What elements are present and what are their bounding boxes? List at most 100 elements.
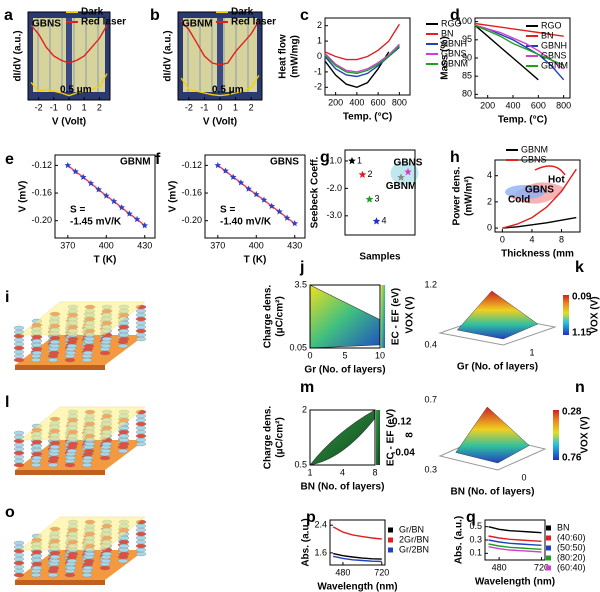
star-marker <box>118 204 125 211</box>
pillar-layer <box>67 441 79 447</box>
pillar-layer <box>135 421 147 427</box>
series-line <box>474 24 564 66</box>
pillar-layer <box>117 558 129 564</box>
pillar-layer <box>135 328 147 334</box>
x-tick-label: 370 <box>210 240 225 250</box>
y-axis-label: Power dens. <box>452 166 463 225</box>
point-label: 4 <box>382 216 387 226</box>
y-axis-label: (mW/mg) <box>290 35 301 78</box>
star-marker <box>283 214 291 221</box>
y-tick-label: 1 <box>317 35 322 45</box>
legend-swatch <box>546 555 551 561</box>
pillar-layer <box>31 549 43 555</box>
x-axis-label: V (Volt) <box>52 117 86 128</box>
y-axis-label: V (mV) <box>168 181 179 213</box>
panel-letter: h <box>450 149 460 166</box>
x-axis-label: T (K) <box>94 255 117 266</box>
x-tick-label: 430 <box>137 240 152 250</box>
pillar-layer <box>135 539 147 545</box>
pillar-layer <box>100 558 112 564</box>
star-marker <box>103 192 110 199</box>
pillar-layer <box>82 565 94 571</box>
x-tick-label: 480 <box>492 562 507 572</box>
pillar-layer <box>13 430 25 436</box>
legend-label: Dark <box>231 7 254 18</box>
pillar-layer <box>81 357 93 363</box>
x-tick-label: 1 <box>82 102 87 112</box>
x-tick-label: 8 <box>559 234 564 244</box>
y-axis-label: dI/dV (a.u.) <box>163 30 174 81</box>
x-axis-label: Wavelength (nm) <box>317 582 397 592</box>
colorbar-tick-label: 0.12 <box>392 417 412 428</box>
legend-swatch <box>388 537 393 543</box>
pillar-layer <box>13 462 25 468</box>
pillar-layer <box>83 558 95 564</box>
pillar-layer <box>99 565 111 571</box>
y-axis-label: (μC/cm²) <box>275 296 286 337</box>
y-tick-label: 3.5 <box>294 279 307 289</box>
pillar-layer <box>30 462 42 468</box>
series-line <box>474 24 539 81</box>
panel-letter: a <box>4 7 13 24</box>
legend-label: (60:40) <box>557 562 586 572</box>
colorbar <box>381 285 385 348</box>
annotation: S = <box>70 205 85 216</box>
panel-letter: p <box>306 509 316 526</box>
series-line <box>488 539 542 546</box>
plot-frame <box>329 519 386 566</box>
pillar-layer <box>31 334 43 340</box>
y-tick-label: 0.3 <box>424 464 437 474</box>
pillar-layer <box>49 550 61 556</box>
pillar-layer <box>30 357 42 363</box>
pillar-layer <box>135 551 147 557</box>
pillar-layer <box>135 324 147 330</box>
star-marker <box>404 167 412 176</box>
point-label: GBNS <box>394 158 423 169</box>
y-axis-label: Abs. (a.u.) <box>454 516 465 564</box>
surface <box>456 290 539 340</box>
panel-letter: k <box>575 259 584 276</box>
pillar-layer <box>49 339 61 345</box>
pillar-layer <box>84 441 96 447</box>
legend-label: BN <box>441 28 454 38</box>
y-tick-label: 2 <box>487 196 492 206</box>
legend-swatch <box>546 545 551 551</box>
series-line <box>180 20 260 66</box>
star-marker <box>214 161 222 169</box>
y-axis-label: dI/dV (a.u.) <box>13 30 24 81</box>
pillar-layer <box>65 350 77 356</box>
pillar-layer <box>118 551 130 557</box>
star-marker <box>72 168 79 175</box>
inset-arrow <box>534 165 566 176</box>
legend-label: Red laser <box>81 17 126 28</box>
pillar-layer <box>118 543 130 549</box>
pillar-layer <box>84 551 96 557</box>
star-marker <box>365 195 374 203</box>
y-axis-label: Charge dens. <box>263 406 274 470</box>
pillar-layer <box>81 572 93 578</box>
y-tick-label: 0 <box>487 222 492 232</box>
pillar-layer <box>135 308 147 314</box>
y-tick-label: 0.7 <box>424 394 437 404</box>
series-line <box>30 73 108 97</box>
pillar-layer <box>49 448 61 454</box>
pillar-layer <box>117 448 129 454</box>
colorbar-tick-label: 0.09 <box>572 292 592 303</box>
pillar-layer <box>100 448 112 454</box>
x-tick-label: 0 <box>500 234 505 244</box>
y-tick-label: 0.5 <box>469 521 482 531</box>
pillar-layer <box>66 448 78 454</box>
pillar-layer <box>49 343 61 349</box>
plot-frame <box>309 409 376 466</box>
pillar-layer <box>135 547 147 553</box>
pillar-layer <box>101 551 113 557</box>
pillar-layer <box>135 312 147 318</box>
pillar-layer <box>66 343 78 349</box>
pillar-layer <box>13 450 25 456</box>
pillar-layer <box>47 357 59 363</box>
x-tick-label: 4 <box>529 234 534 244</box>
star-marker <box>133 215 141 223</box>
pillar-layer <box>49 335 61 341</box>
x-tick-label: 400 <box>99 240 114 250</box>
